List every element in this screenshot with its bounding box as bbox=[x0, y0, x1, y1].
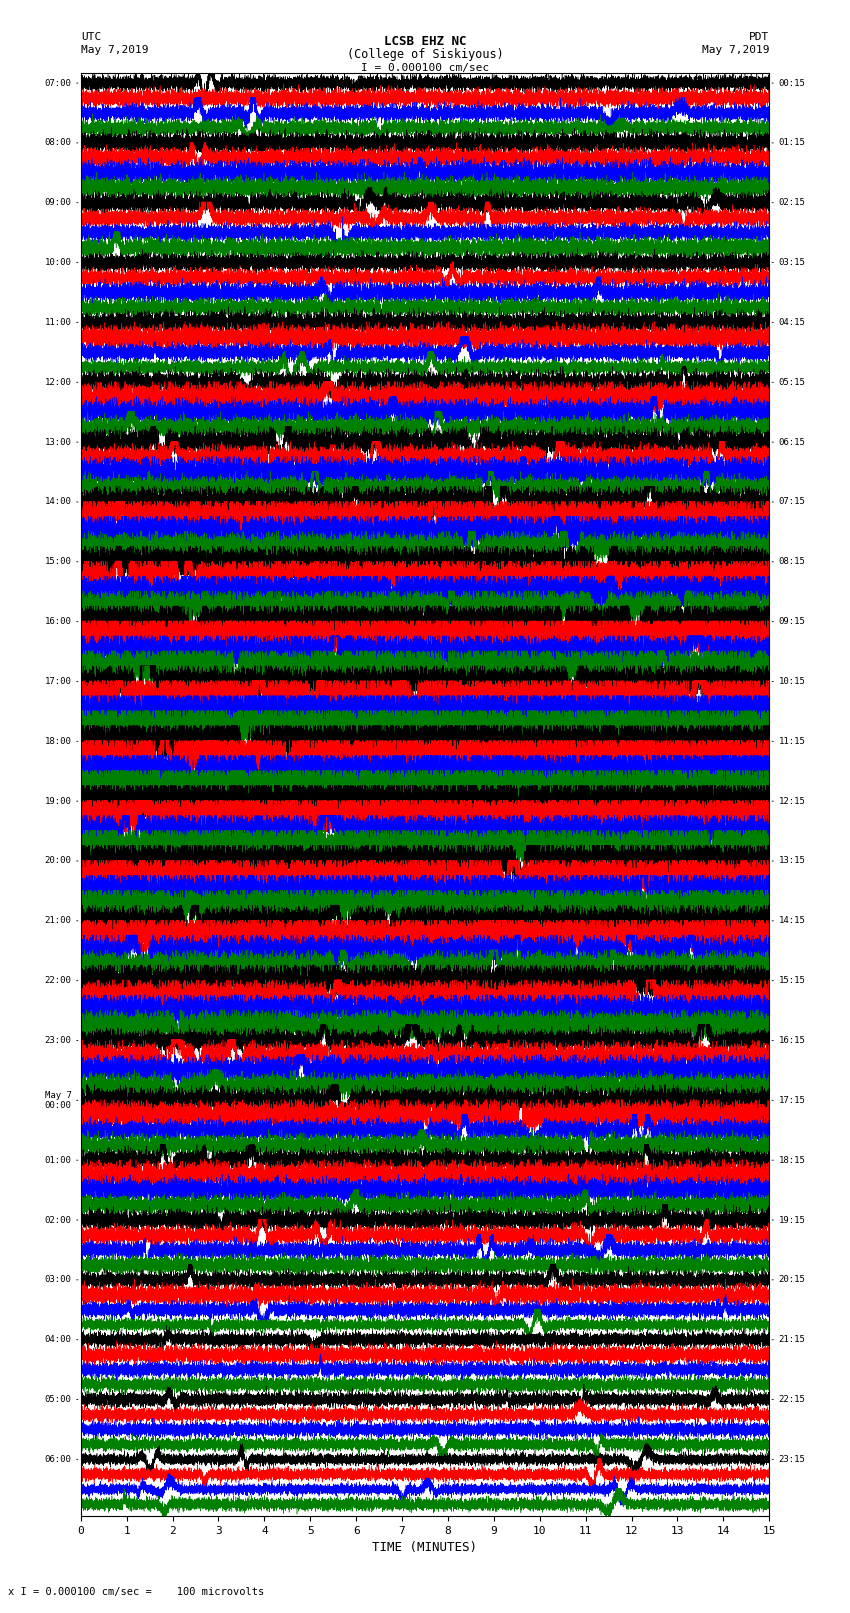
Text: 03:00: 03:00 bbox=[45, 1276, 71, 1284]
Text: 07:00: 07:00 bbox=[45, 79, 71, 87]
Text: 08:15: 08:15 bbox=[779, 556, 805, 566]
Text: 19:15: 19:15 bbox=[779, 1216, 805, 1224]
Text: 14:00: 14:00 bbox=[45, 497, 71, 506]
Text: May 7,2019: May 7,2019 bbox=[81, 45, 148, 55]
Text: 14:15: 14:15 bbox=[779, 916, 805, 926]
Text: 12:00: 12:00 bbox=[45, 377, 71, 387]
Text: 10:00: 10:00 bbox=[45, 258, 71, 268]
Text: 03:15: 03:15 bbox=[779, 258, 805, 268]
Text: 17:00: 17:00 bbox=[45, 677, 71, 686]
Text: 13:15: 13:15 bbox=[779, 857, 805, 866]
Text: 18:15: 18:15 bbox=[779, 1155, 805, 1165]
Text: 15:15: 15:15 bbox=[779, 976, 805, 986]
Text: 13:00: 13:00 bbox=[45, 437, 71, 447]
Text: May 7
00:00: May 7 00:00 bbox=[45, 1090, 71, 1110]
Text: 11:00: 11:00 bbox=[45, 318, 71, 327]
X-axis label: TIME (MINUTES): TIME (MINUTES) bbox=[372, 1542, 478, 1555]
Text: 06:15: 06:15 bbox=[779, 437, 805, 447]
Text: 09:00: 09:00 bbox=[45, 198, 71, 206]
Text: 16:15: 16:15 bbox=[779, 1036, 805, 1045]
Text: 15:00: 15:00 bbox=[45, 556, 71, 566]
Text: 01:00: 01:00 bbox=[45, 1155, 71, 1165]
Text: 04:00: 04:00 bbox=[45, 1336, 71, 1344]
Text: PDT: PDT bbox=[749, 32, 769, 42]
Text: x I = 0.000100 cm/sec =    100 microvolts: x I = 0.000100 cm/sec = 100 microvolts bbox=[8, 1587, 264, 1597]
Text: 22:00: 22:00 bbox=[45, 976, 71, 986]
Text: 04:15: 04:15 bbox=[779, 318, 805, 327]
Text: 18:00: 18:00 bbox=[45, 737, 71, 745]
Text: I = 0.000100 cm/sec: I = 0.000100 cm/sec bbox=[361, 63, 489, 73]
Text: 10:15: 10:15 bbox=[779, 677, 805, 686]
Text: 01:15: 01:15 bbox=[779, 139, 805, 147]
Text: 19:00: 19:00 bbox=[45, 797, 71, 805]
Text: (College of Siskiyous): (College of Siskiyous) bbox=[347, 48, 503, 61]
Text: 21:15: 21:15 bbox=[779, 1336, 805, 1344]
Text: 17:15: 17:15 bbox=[779, 1095, 805, 1105]
Text: 09:15: 09:15 bbox=[779, 618, 805, 626]
Text: 21:00: 21:00 bbox=[45, 916, 71, 926]
Text: 20:15: 20:15 bbox=[779, 1276, 805, 1284]
Text: 06:00: 06:00 bbox=[45, 1455, 71, 1465]
Text: 22:15: 22:15 bbox=[779, 1395, 805, 1403]
Text: 23:15: 23:15 bbox=[779, 1455, 805, 1465]
Text: UTC: UTC bbox=[81, 32, 101, 42]
Text: 08:00: 08:00 bbox=[45, 139, 71, 147]
Text: 05:00: 05:00 bbox=[45, 1395, 71, 1403]
Text: 05:15: 05:15 bbox=[779, 377, 805, 387]
Text: 07:15: 07:15 bbox=[779, 497, 805, 506]
Text: 12:15: 12:15 bbox=[779, 797, 805, 805]
Text: 02:00: 02:00 bbox=[45, 1216, 71, 1224]
Text: LCSB EHZ NC: LCSB EHZ NC bbox=[383, 35, 467, 48]
Text: 02:15: 02:15 bbox=[779, 198, 805, 206]
Text: 16:00: 16:00 bbox=[45, 618, 71, 626]
Text: 11:15: 11:15 bbox=[779, 737, 805, 745]
Text: 00:15: 00:15 bbox=[779, 79, 805, 87]
Text: 20:00: 20:00 bbox=[45, 857, 71, 866]
Text: May 7,2019: May 7,2019 bbox=[702, 45, 769, 55]
Text: 23:00: 23:00 bbox=[45, 1036, 71, 1045]
